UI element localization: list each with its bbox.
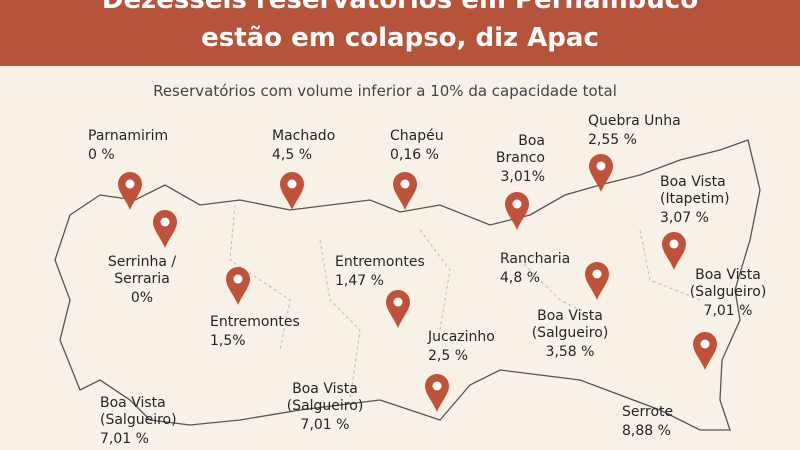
map-pin (505, 192, 529, 230)
reservoir: Boa Vista(Salgueiro) 7,01 % (287, 381, 364, 433)
header-band (0, 0, 800, 66)
pin-dot (287, 179, 297, 189)
title-line: Dezesseis reservatórios em Pernambuco (102, 0, 698, 15)
reservoir: Chapéu 0,16 % (390, 128, 444, 210)
map-pin (662, 232, 686, 270)
reservoir-name: (Salgueiro) (287, 398, 364, 414)
reservoir-name: (Salgueiro) (532, 325, 609, 341)
pin-body (693, 332, 717, 370)
map-pin (393, 172, 417, 210)
reservoir-volume: 3,58 % (546, 344, 595, 360)
pin-body (118, 172, 142, 210)
pin-body (505, 192, 529, 230)
reservoir: Serrote 8,88 % (622, 404, 673, 439)
reservoir: Boa Vista(Salgueiro) 7,01 % (690, 267, 767, 370)
reservoir-volume: 4,5 % (272, 147, 312, 163)
reservoir-name: Entremontes (335, 254, 425, 270)
pin-dot (233, 274, 243, 284)
reservoir-volume: 2,55 % (588, 132, 637, 148)
reservoir-name: Boa Vista (537, 308, 603, 324)
pin-body (662, 232, 686, 270)
pin-body (386, 290, 410, 328)
reservoir-name: Serrinha / (108, 254, 176, 270)
reservoir-name: (Salgueiro) (100, 412, 177, 428)
pin-dot (125, 179, 135, 189)
reservoir-volume: 7,01 % (100, 431, 149, 447)
reservoir-volume: 0 % (88, 147, 115, 163)
pin-body (425, 374, 449, 412)
reservoir-name: (Itapetim) (660, 191, 730, 207)
pin-body (393, 172, 417, 210)
map-pin (226, 267, 250, 305)
reservoir-volume: 3,01% (501, 169, 545, 185)
reservoir-name: (Salgueiro) (690, 284, 767, 300)
reservoir-name: Boa Vista (100, 395, 166, 411)
map-pin (386, 290, 410, 328)
map-pin (589, 154, 613, 192)
reservoir-volume: 7,01 % (301, 417, 350, 433)
reservoir: Machado 4,5 % (272, 128, 335, 210)
state-outline (54, 139, 761, 431)
reservoir-volume: 1,47 % (335, 273, 384, 289)
reservoir-volume: 8,88 % (622, 423, 671, 439)
reservoir: Entremontes 1,47 % (335, 254, 425, 328)
pin-body (226, 267, 250, 305)
reservoir: Rancharia 4,8 % (500, 251, 609, 300)
reservoir: Quebra Unha 2,55 % (588, 113, 681, 192)
pin-dot (669, 239, 679, 249)
map-pin (425, 374, 449, 412)
pin-body (280, 172, 304, 210)
reservoir-volume: 4,8 % (500, 270, 540, 286)
pin-dot (393, 297, 403, 307)
pin-dot (400, 179, 410, 189)
reservoir-name: Quebra Unha (588, 113, 681, 129)
reservoir-name: Entremontes (210, 314, 300, 330)
pin-dot (596, 161, 606, 171)
reservoir-volume: 0% (131, 290, 153, 306)
reservoir-volume: 0,16 % (390, 147, 439, 163)
reservoir-name: Branco (496, 150, 545, 166)
pin-body (153, 210, 177, 248)
pin-dot (700, 339, 710, 349)
reservoir: Serrinha /Serraria 0% (108, 210, 177, 306)
reservoir: Jucazinho 2,5 % (425, 329, 495, 412)
pin-dot (592, 269, 602, 279)
title-line: estão em colapso, diz Apac (201, 23, 599, 53)
pin-body (589, 154, 613, 192)
reservoir-volume: 7,01 % (704, 303, 753, 319)
reservoir: Boa Vista(Itapetim) 3,07 % (660, 174, 730, 270)
reservoir-name: Serrote (622, 404, 673, 420)
reservoir-name: Boa Vista (292, 381, 358, 397)
reservoir-name: Rancharia (500, 251, 570, 267)
map-pin (118, 172, 142, 210)
reservoir: Entremontes 1,5% (210, 267, 300, 349)
reservoir: Parnamirim 0 % (88, 128, 168, 210)
reservoir-name: Chapéu (390, 128, 444, 144)
reservoir-name: Boa (518, 133, 545, 149)
reservoir-name: Parnamirim (88, 128, 168, 144)
reservoir-name: Machado (272, 128, 335, 144)
reservoir-name: Boa Vista (695, 267, 761, 283)
reservoir-name: Serraria (114, 271, 170, 287)
map-pin (153, 210, 177, 248)
pin-body (585, 262, 609, 300)
pin-dot (432, 381, 442, 391)
reservoir-volume: 1,5% (210, 333, 246, 349)
map-pin (280, 172, 304, 210)
reservoir: Boa Vista(Salgueiro) 3,58 % (532, 308, 609, 360)
reservoir-name: Boa Vista (660, 174, 726, 190)
reservoir: Boa Vista(Salgueiro) 7,01 % (100, 395, 177, 447)
pin-dot (160, 217, 170, 227)
subtitle: Reservatórios com volume inferior a 10% … (153, 82, 617, 100)
map-pin (693, 332, 717, 370)
reservoir-volume: 2,5 % (428, 348, 468, 364)
pin-dot (512, 199, 522, 209)
reservoir-volume: 3,07 % (660, 210, 709, 226)
region-borders (229, 204, 701, 401)
reservoir-name: Jucazinho (427, 329, 495, 345)
map-pin (585, 262, 609, 300)
